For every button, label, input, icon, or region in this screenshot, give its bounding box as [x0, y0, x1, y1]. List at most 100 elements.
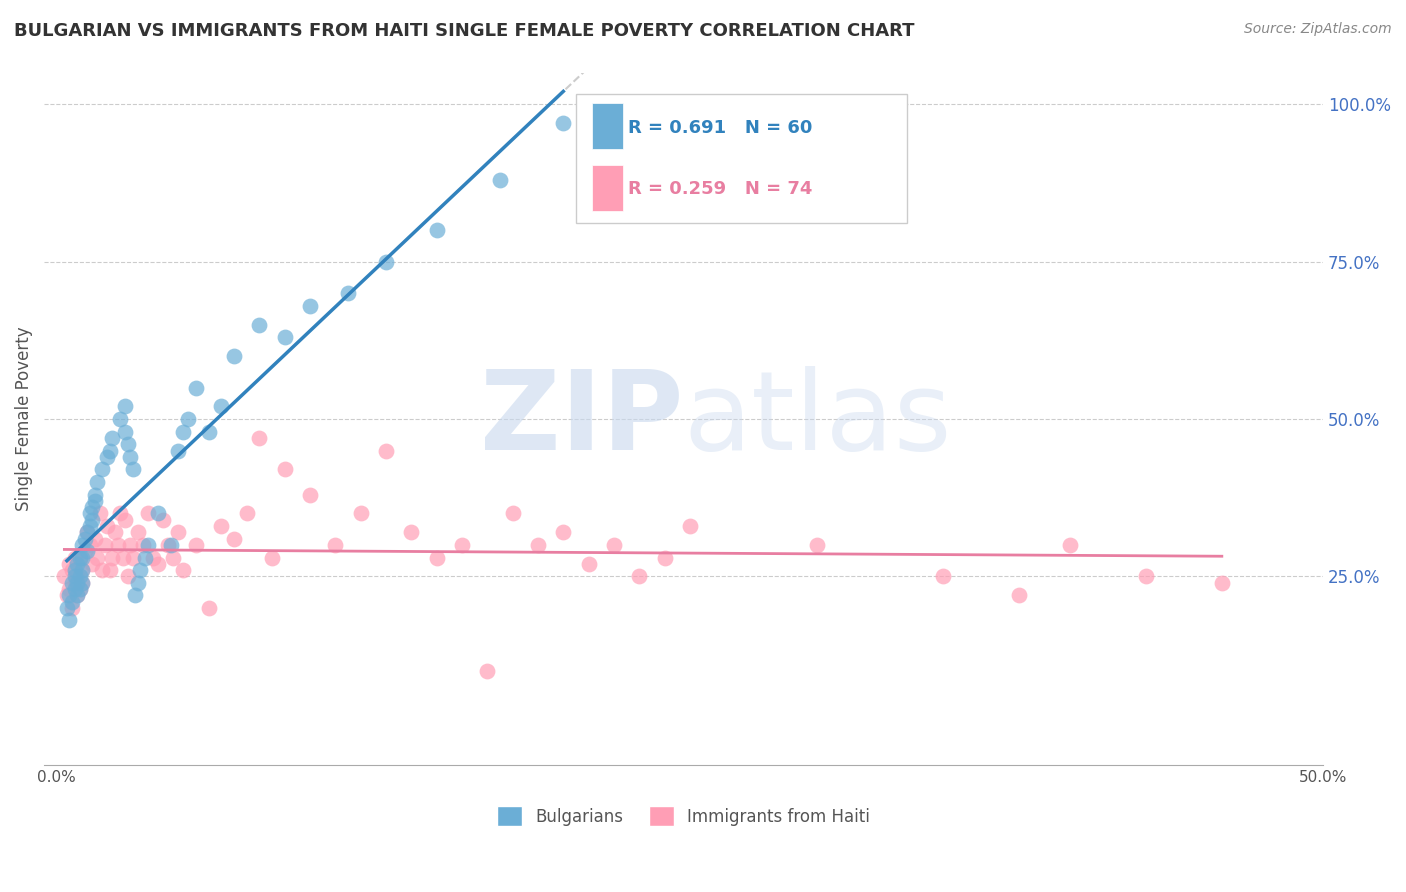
- Point: [121, 550, 143, 565]
- Point: [209, 519, 232, 533]
- Point: [477, 664, 499, 678]
- Point: [451, 538, 474, 552]
- Point: [94, 538, 117, 552]
- Point: [70, 538, 93, 552]
- Point: [222, 532, 245, 546]
- Point: [350, 507, 373, 521]
- Point: [82, 513, 104, 527]
- Point: [1135, 569, 1157, 583]
- Point: [129, 563, 152, 577]
- Point: [56, 600, 79, 615]
- Point: [136, 538, 159, 552]
- Point: [108, 507, 131, 521]
- Point: [136, 507, 159, 521]
- Point: [502, 507, 524, 521]
- Point: [82, 557, 104, 571]
- Point: [247, 318, 270, 332]
- Point: [63, 575, 86, 590]
- Point: [63, 569, 86, 583]
- Point: [70, 563, 93, 577]
- Point: [86, 550, 108, 565]
- Point: [101, 431, 124, 445]
- Point: [401, 525, 423, 540]
- Point: [66, 575, 89, 590]
- Point: [58, 557, 80, 571]
- Point: [69, 550, 91, 565]
- Point: [58, 588, 80, 602]
- Point: [932, 569, 955, 583]
- Point: [63, 550, 86, 565]
- Point: [104, 525, 127, 540]
- Point: [162, 550, 184, 565]
- Point: [299, 299, 322, 313]
- Point: [83, 487, 105, 501]
- Point: [127, 575, 149, 590]
- Point: [172, 563, 194, 577]
- Point: [426, 550, 449, 565]
- Point: [120, 450, 142, 464]
- Point: [70, 575, 93, 590]
- Point: [73, 532, 96, 546]
- Point: [86, 475, 108, 489]
- Point: [426, 223, 449, 237]
- Text: ZIP: ZIP: [481, 366, 683, 473]
- Legend: Bulgarians, Immigrants from Haiti: Bulgarians, Immigrants from Haiti: [491, 799, 876, 833]
- Point: [132, 538, 155, 552]
- Point: [73, 544, 96, 558]
- Point: [76, 544, 98, 558]
- Point: [69, 582, 91, 596]
- Point: [91, 462, 114, 476]
- Point: [260, 550, 283, 565]
- Point: [121, 462, 143, 476]
- Point: [83, 494, 105, 508]
- Point: [83, 532, 105, 546]
- Point: [120, 538, 142, 552]
- Point: [79, 538, 101, 552]
- Point: [60, 563, 83, 577]
- Point: [58, 582, 80, 596]
- Point: [197, 600, 219, 615]
- Point: [177, 412, 200, 426]
- Point: [274, 330, 297, 344]
- Point: [69, 569, 91, 583]
- Point: [111, 550, 134, 565]
- Point: [142, 550, 165, 565]
- Point: [114, 513, 136, 527]
- Point: [222, 349, 245, 363]
- Point: [553, 525, 575, 540]
- Text: Source: ZipAtlas.com: Source: ZipAtlas.com: [1244, 22, 1392, 37]
- Point: [96, 519, 118, 533]
- Point: [299, 487, 322, 501]
- Point: [184, 381, 207, 395]
- Point: [63, 582, 86, 596]
- Point: [63, 563, 86, 577]
- Point: [108, 412, 131, 426]
- Text: atlas: atlas: [683, 366, 952, 473]
- Point: [134, 550, 156, 565]
- Point: [79, 507, 101, 521]
- Point: [89, 507, 111, 521]
- Point: [157, 538, 180, 552]
- Point: [91, 563, 114, 577]
- Point: [60, 594, 83, 608]
- Point: [167, 443, 190, 458]
- Point: [247, 431, 270, 445]
- Point: [117, 437, 139, 451]
- Point: [337, 286, 360, 301]
- Point: [98, 563, 121, 577]
- Point: [70, 575, 93, 590]
- Point: [628, 569, 651, 583]
- Point: [70, 563, 93, 577]
- Point: [114, 425, 136, 439]
- Point: [489, 173, 512, 187]
- Point: [184, 538, 207, 552]
- Point: [1211, 575, 1233, 590]
- Point: [76, 525, 98, 540]
- Point: [66, 588, 89, 602]
- Point: [124, 588, 146, 602]
- Point: [70, 550, 93, 565]
- Point: [66, 588, 89, 602]
- Point: [114, 400, 136, 414]
- Text: R = 0.691   N = 60: R = 0.691 N = 60: [628, 119, 813, 136]
- Point: [375, 254, 398, 268]
